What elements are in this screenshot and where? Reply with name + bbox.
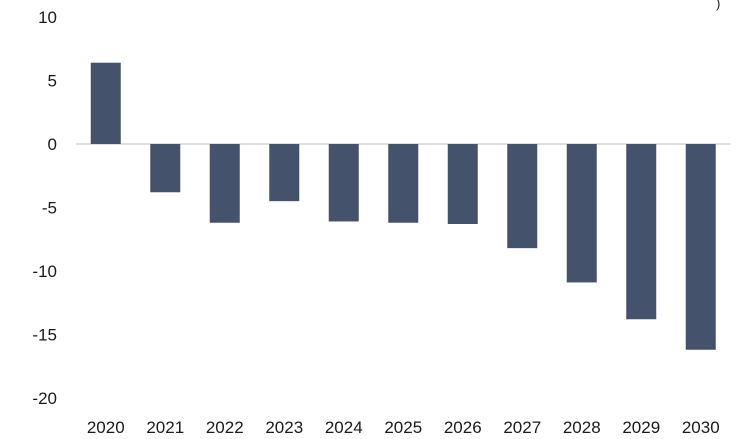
- x-axis: 2020 2021 2022 2023 2024 2025 2026 2027 2028 2029…: [87, 418, 720, 437]
- bar-2027: [507, 144, 538, 249]
- x-tick-label: 2022: [206, 418, 244, 437]
- bar-2024: [328, 144, 359, 222]
- bar-2020: [90, 62, 121, 144]
- x-tick-label: 2023: [265, 418, 303, 437]
- y-tick-label: 0: [48, 135, 57, 154]
- x-tick-label: 2024: [325, 418, 363, 437]
- x-tick-label: 2027: [503, 418, 541, 437]
- x-tick-label: 2028: [563, 418, 601, 437]
- bar-2026: [447, 144, 478, 225]
- x-tick-label: 2020: [87, 418, 125, 437]
- bar-2029: [626, 144, 657, 320]
- y-tick-label: 5: [48, 72, 57, 91]
- x-tick-label: 2029: [622, 418, 660, 437]
- x-tick-label: 2030: [682, 418, 720, 437]
- bar-2021: [150, 144, 181, 193]
- bar-2025: [388, 144, 419, 223]
- y-tick-label: -5: [42, 199, 57, 218]
- bar-2022: [209, 144, 240, 223]
- y-tick-label: 10: [38, 8, 57, 27]
- bar-2023: [269, 144, 300, 202]
- y-axis: -20 -15 -10 -5 0 5 10: [32, 8, 57, 408]
- corner-mark: ): [716, 0, 720, 11]
- bar-2030: [685, 144, 716, 350]
- bars: [90, 62, 716, 350]
- x-tick-label: 2026: [444, 418, 482, 437]
- y-tick-label: -10: [32, 262, 57, 281]
- x-tick-label: 2021: [146, 418, 184, 437]
- y-tick-label: -15: [32, 326, 57, 345]
- bar-2028: [566, 144, 597, 283]
- x-tick-label: 2025: [384, 418, 422, 437]
- y-tick-label: -20: [32, 389, 57, 408]
